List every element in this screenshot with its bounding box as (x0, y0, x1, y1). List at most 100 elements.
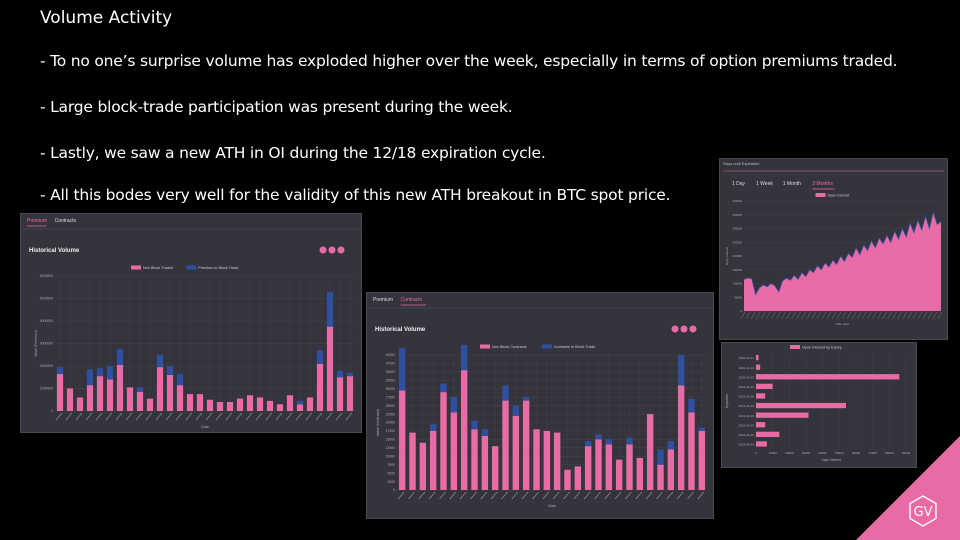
y-axis-label: Value (Premium) (34, 330, 38, 357)
bar-block (522, 397, 530, 401)
hbar (756, 431, 780, 437)
category-label: 2020-12-21 (739, 356, 755, 360)
bar-nonblock (76, 397, 84, 411)
x-tick-mark (697, 491, 705, 500)
bar-nonblock (306, 397, 314, 411)
x-tick-mark (826, 311, 832, 320)
x-tick-mark (897, 311, 902, 320)
x-tick-mark (761, 311, 766, 320)
bar-block (336, 370, 344, 378)
x-axis-label: Date Hour (836, 322, 850, 326)
x-tick-mark (821, 311, 826, 320)
x-axis-label: Date (548, 504, 556, 508)
bar-nonblock (481, 436, 489, 490)
tab-contracts[interactable]: Contracts (401, 297, 423, 303)
category-label: 2021-02-26 (739, 414, 755, 418)
category-label: 2020-12-25 (739, 375, 755, 379)
tab-1-day[interactable]: 1 Day (732, 181, 746, 187)
bar-nonblock (522, 400, 530, 490)
y-tick-label: 4000000 (40, 319, 53, 323)
bar-nonblock (286, 395, 294, 411)
zoom-in-button[interactable] (671, 325, 679, 333)
legend-swatch (790, 345, 800, 349)
x-tick-mark (65, 412, 73, 421)
x-tick-mark (771, 311, 776, 320)
bar-block (502, 385, 509, 401)
tab-3-months[interactable]: 3 Months (812, 181, 833, 187)
tab-premium[interactable]: Premium (373, 297, 393, 303)
category-label: 2021-01-29 (739, 404, 755, 408)
x-tick-mark (552, 491, 560, 500)
y-tick-label: 6000000 (40, 274, 53, 278)
bar-block (326, 291, 334, 327)
x-tick-mark (490, 491, 498, 500)
bar-nonblock (66, 388, 74, 411)
slide-title: Volume Activity (40, 8, 173, 28)
bar-block (667, 441, 675, 450)
x-tick-mark (806, 311, 811, 320)
x-tick-label: 80000 (885, 451, 894, 455)
x-tick-mark (917, 311, 922, 320)
x-tick-mark (836, 311, 842, 320)
reset-zoom-button[interactable] (689, 325, 697, 333)
bar-nonblock (346, 376, 354, 411)
open-interest-area-panel: Days until Expiration 1 Day 1 Week 1 Month 3… (719, 158, 948, 340)
legend-swatch-0 (131, 265, 141, 270)
x-tick-mark (225, 412, 233, 421)
gv-logo: GV (856, 436, 960, 540)
x-tick-label: 10000 (768, 451, 777, 455)
bar-nonblock (236, 398, 244, 411)
x-tick-mark (811, 311, 816, 320)
premium-volume-chart: Premium Contracts Historical Volume Non Blo… (21, 218, 361, 429)
bar-block (296, 400, 304, 405)
x-tick-mark (470, 491, 477, 500)
x-tick-mark (275, 412, 283, 421)
y-tick-label: 0 (51, 409, 53, 413)
tab-1-week[interactable]: 1 Week (756, 181, 773, 187)
x-tick-mark (932, 311, 938, 320)
area-outline (743, 210, 942, 296)
y-tick-label: 25000 (386, 404, 396, 408)
x-tick-mark (155, 412, 163, 421)
x-tick-mark (872, 311, 877, 320)
x-tick-mark (791, 311, 796, 320)
reset-zoom-button[interactable] (337, 246, 345, 254)
legend-label-0: Non Block Contracts (492, 345, 527, 349)
bar-nonblock (296, 404, 304, 411)
x-tick-mark (145, 412, 153, 421)
y-tick-label: 27500 (386, 395, 396, 399)
hbar (756, 364, 761, 370)
x-tick-mark (95, 412, 103, 421)
y-tick-label: 40000 (386, 353, 396, 357)
tab-1-month[interactable]: 1 Month (783, 181, 801, 187)
x-tick-mark (887, 311, 892, 320)
category-label: 2021-03-26 (739, 423, 755, 427)
tab-contracts[interactable]: Contracts (55, 218, 77, 224)
zoom-in-button[interactable] (319, 246, 327, 254)
category-label: 2021-09-24 (739, 443, 755, 447)
bar-nonblock (605, 444, 613, 490)
x-tick-mark (125, 412, 133, 421)
bar-nonblock (256, 397, 264, 411)
oi-by-expiry-panel: Open Interest by Expiry 0 10000 20000 30000 4… (721, 342, 917, 468)
y-tick-label: 30000 (386, 387, 396, 391)
x-tick-mark (521, 491, 529, 500)
bar-nonblock (564, 469, 571, 490)
chart-title: Historical Volume (375, 327, 426, 333)
bar-nonblock (553, 432, 561, 490)
bar-nonblock (502, 400, 509, 490)
bar-block (460, 344, 468, 371)
bar-nonblock (136, 391, 144, 411)
zoom-out-button[interactable] (680, 325, 688, 333)
bar-block (595, 434, 602, 440)
x-tick-mark (235, 412, 243, 421)
x-tick-mark (480, 491, 488, 500)
bar-nonblock (116, 364, 124, 411)
zoom-out-button[interactable] (328, 246, 336, 254)
y-tick-label: 5000000 (40, 297, 53, 301)
x-tick-label: 90000 (902, 451, 911, 455)
bar-block (626, 437, 633, 445)
bar-block (471, 420, 478, 430)
tab-premium[interactable]: Premium (27, 218, 47, 224)
x-tick-mark (755, 311, 761, 320)
